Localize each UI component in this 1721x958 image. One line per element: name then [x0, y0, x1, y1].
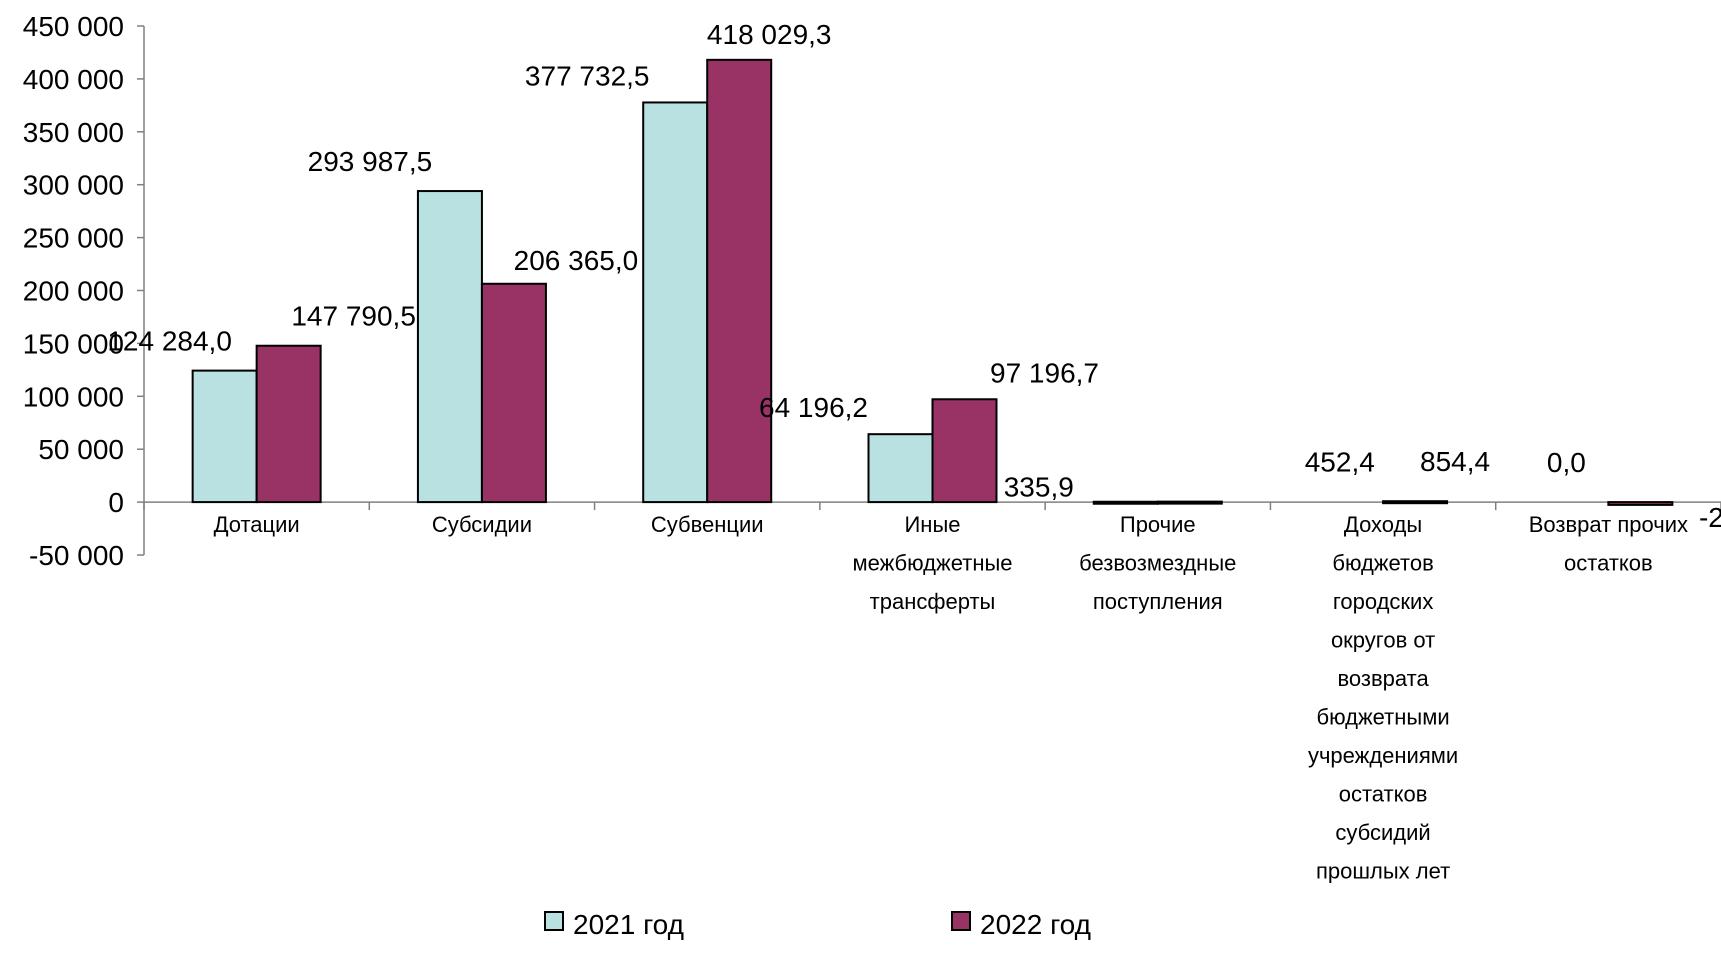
x-category-label: учреждениями — [1308, 743, 1458, 768]
bar-2021 — [1092, 500, 1159, 505]
x-category-label: остатков — [1339, 782, 1428, 807]
bar-2022 — [480, 282, 547, 504]
y-tick-label: 200 000 — [23, 276, 124, 307]
y-tick-label: 400 000 — [23, 64, 124, 95]
x-category-label: округов от — [1331, 628, 1435, 653]
x-category-label: Прочие — [1120, 512, 1196, 537]
legend-swatch-2021 — [544, 911, 564, 931]
x-category-label: трансферты — [870, 589, 996, 614]
y-tick-label: 300 000 — [23, 170, 124, 201]
legend-label-2021: 2021 год — [573, 909, 684, 940]
data-label-2022: 97 196,7 — [990, 357, 1099, 388]
x-category-label: остатков — [1564, 551, 1653, 576]
x-category-label: субсидий — [1335, 820, 1430, 845]
bar-2022 — [1156, 500, 1223, 505]
y-tick-label: 0 — [108, 487, 124, 518]
data-label-2022: -2 640,8 — [1699, 502, 1721, 533]
legend-label-2022: 2022 год — [980, 909, 1091, 940]
bar-2022 — [1382, 500, 1449, 505]
legend-swatch-2022 — [951, 911, 971, 931]
bar-2021 — [642, 101, 709, 504]
data-label-2022: 206 365,0 — [514, 245, 639, 276]
x-category-label: бюджетными — [1317, 705, 1450, 730]
y-tick-label: -50 000 — [29, 540, 124, 571]
x-category-label: Субсидии — [432, 512, 532, 537]
x-category-label: поступления — [1093, 589, 1223, 614]
bar-2022 — [1607, 501, 1674, 506]
bar-2021 — [416, 190, 483, 504]
data-label-2022: 452,4 — [1305, 447, 1375, 478]
data-label-2021: 64 196,2 — [759, 392, 868, 423]
data-label-2022: 147 790,5 — [291, 301, 416, 332]
x-category-label: межбюджетные — [852, 551, 1012, 576]
x-category-label: прошлых лет — [1316, 859, 1450, 884]
data-label-2021: 0,0 — [1547, 447, 1586, 478]
data-label-2021: 377 732,5 — [525, 60, 650, 91]
y-tick-label: 350 000 — [23, 117, 124, 148]
x-category-label: возврата — [1337, 666, 1429, 691]
data-label-2021: 124 284,0 — [107, 326, 232, 357]
x-category-label: бюджетов — [1332, 551, 1433, 576]
bar-2021 — [191, 369, 258, 504]
data-label-2022: 854,4 — [1420, 446, 1490, 477]
bar-2022 — [706, 58, 773, 504]
y-tick-label: 450 000 — [23, 11, 124, 42]
x-category-label: Доходы — [1344, 512, 1422, 537]
x-category-label: Возврат прочих — [1529, 512, 1688, 537]
data-label-2022: 418 029,3 — [707, 19, 832, 50]
x-category-label: городских — [1333, 589, 1434, 614]
bar-2022 — [931, 398, 998, 504]
y-tick-label: 100 000 — [23, 381, 124, 412]
y-tick-label: 50 000 — [38, 434, 124, 465]
x-category-label: Дотации — [214, 512, 300, 537]
bar-2021 — [867, 433, 934, 504]
data-label-2021: 293 987,5 — [308, 146, 433, 177]
x-category-label: безвозмездные — [1079, 551, 1236, 576]
y-tick-label: 250 000 — [23, 223, 124, 254]
y-tick-label: 150 000 — [23, 328, 124, 359]
data-label-2021: 335,9 — [1004, 472, 1074, 503]
x-category-label: Субвенции — [651, 512, 764, 537]
bar-2022 — [255, 344, 322, 504]
x-category-label: Иные — [904, 512, 960, 537]
